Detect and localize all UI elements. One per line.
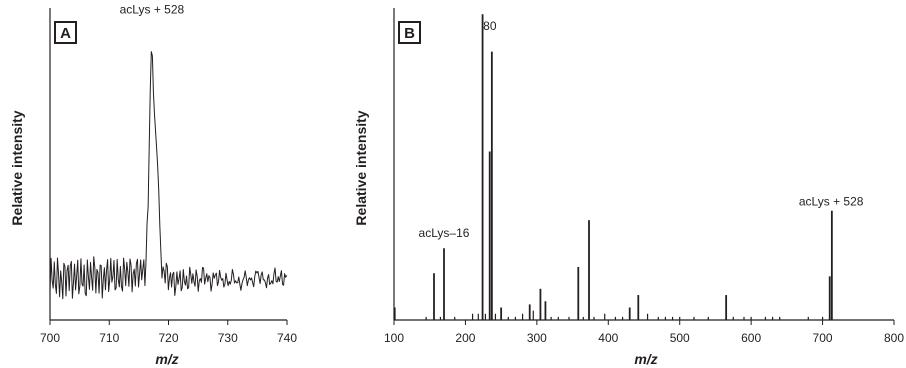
panel-b-x-tick-label: 700 (813, 331, 833, 345)
panel-a-tag-letter: A (60, 25, 71, 42)
panel-a-chart: 700 710 720 730 740 A acLys + 528 Relative i… (9, 2, 297, 367)
panel-a-spectrum-line (49, 51, 288, 300)
panel-a-annotation-peak: acLys + 528 (120, 2, 185, 16)
panel-b-x-tick-label: 300 (527, 331, 547, 345)
panel-b-tag-box (398, 21, 421, 44)
panel-b-annotation-80: 80 (483, 19, 497, 33)
panel-a-y-axis-label: Relative intensity (9, 110, 25, 225)
panel-b-x-tick-label: 200 (455, 331, 475, 345)
panel-b-marks (393, 8, 894, 321)
panel-b-annotation-aclys-528: acLys + 528 (799, 195, 864, 209)
panel-b-x-axis-label: m/z (634, 351, 657, 367)
panel-a-x-ticks: 700 710 720 730 740 (40, 320, 297, 345)
panel-b-annotation-aclys-16: acLys–16 (419, 226, 470, 240)
panel-a-marks (49, 8, 288, 321)
panel-b-tag: B (398, 21, 421, 44)
panel-a-x-tick-label: 700 (40, 331, 60, 345)
panel-b-y-axis-label: Relative intensity (353, 110, 369, 225)
panel-b-x-tick-label: 600 (741, 331, 761, 345)
panel-a-x-tick-label: 710 (99, 331, 119, 345)
panel-a-x-axis-label: m/z (155, 351, 178, 367)
panel-b-tag-letter: B (404, 25, 415, 42)
panel-b-x-tick-label: 400 (598, 331, 618, 345)
panel-b-chart: 100 200 300 400 500 600 700 800 B 80 acLys–16 a… (353, 8, 904, 367)
panel-b-x-tick-label: 800 (884, 331, 904, 345)
panel-b-x-tick-label: 500 (670, 331, 690, 345)
panel-a-x-tick-label: 730 (218, 331, 238, 345)
panel-a-tag: A (54, 21, 77, 44)
panel-a-x-tick-label: 720 (158, 331, 178, 345)
panel-a-tag-box (54, 21, 77, 44)
panel-b-x-tick-label: 100 (384, 331, 404, 345)
panel-b-x-ticks: 100 200 300 400 500 600 700 800 (384, 320, 904, 345)
panel-a-frame-spacer (54, 10, 70, 11)
panel-a-x-tick-label: 740 (277, 331, 297, 345)
